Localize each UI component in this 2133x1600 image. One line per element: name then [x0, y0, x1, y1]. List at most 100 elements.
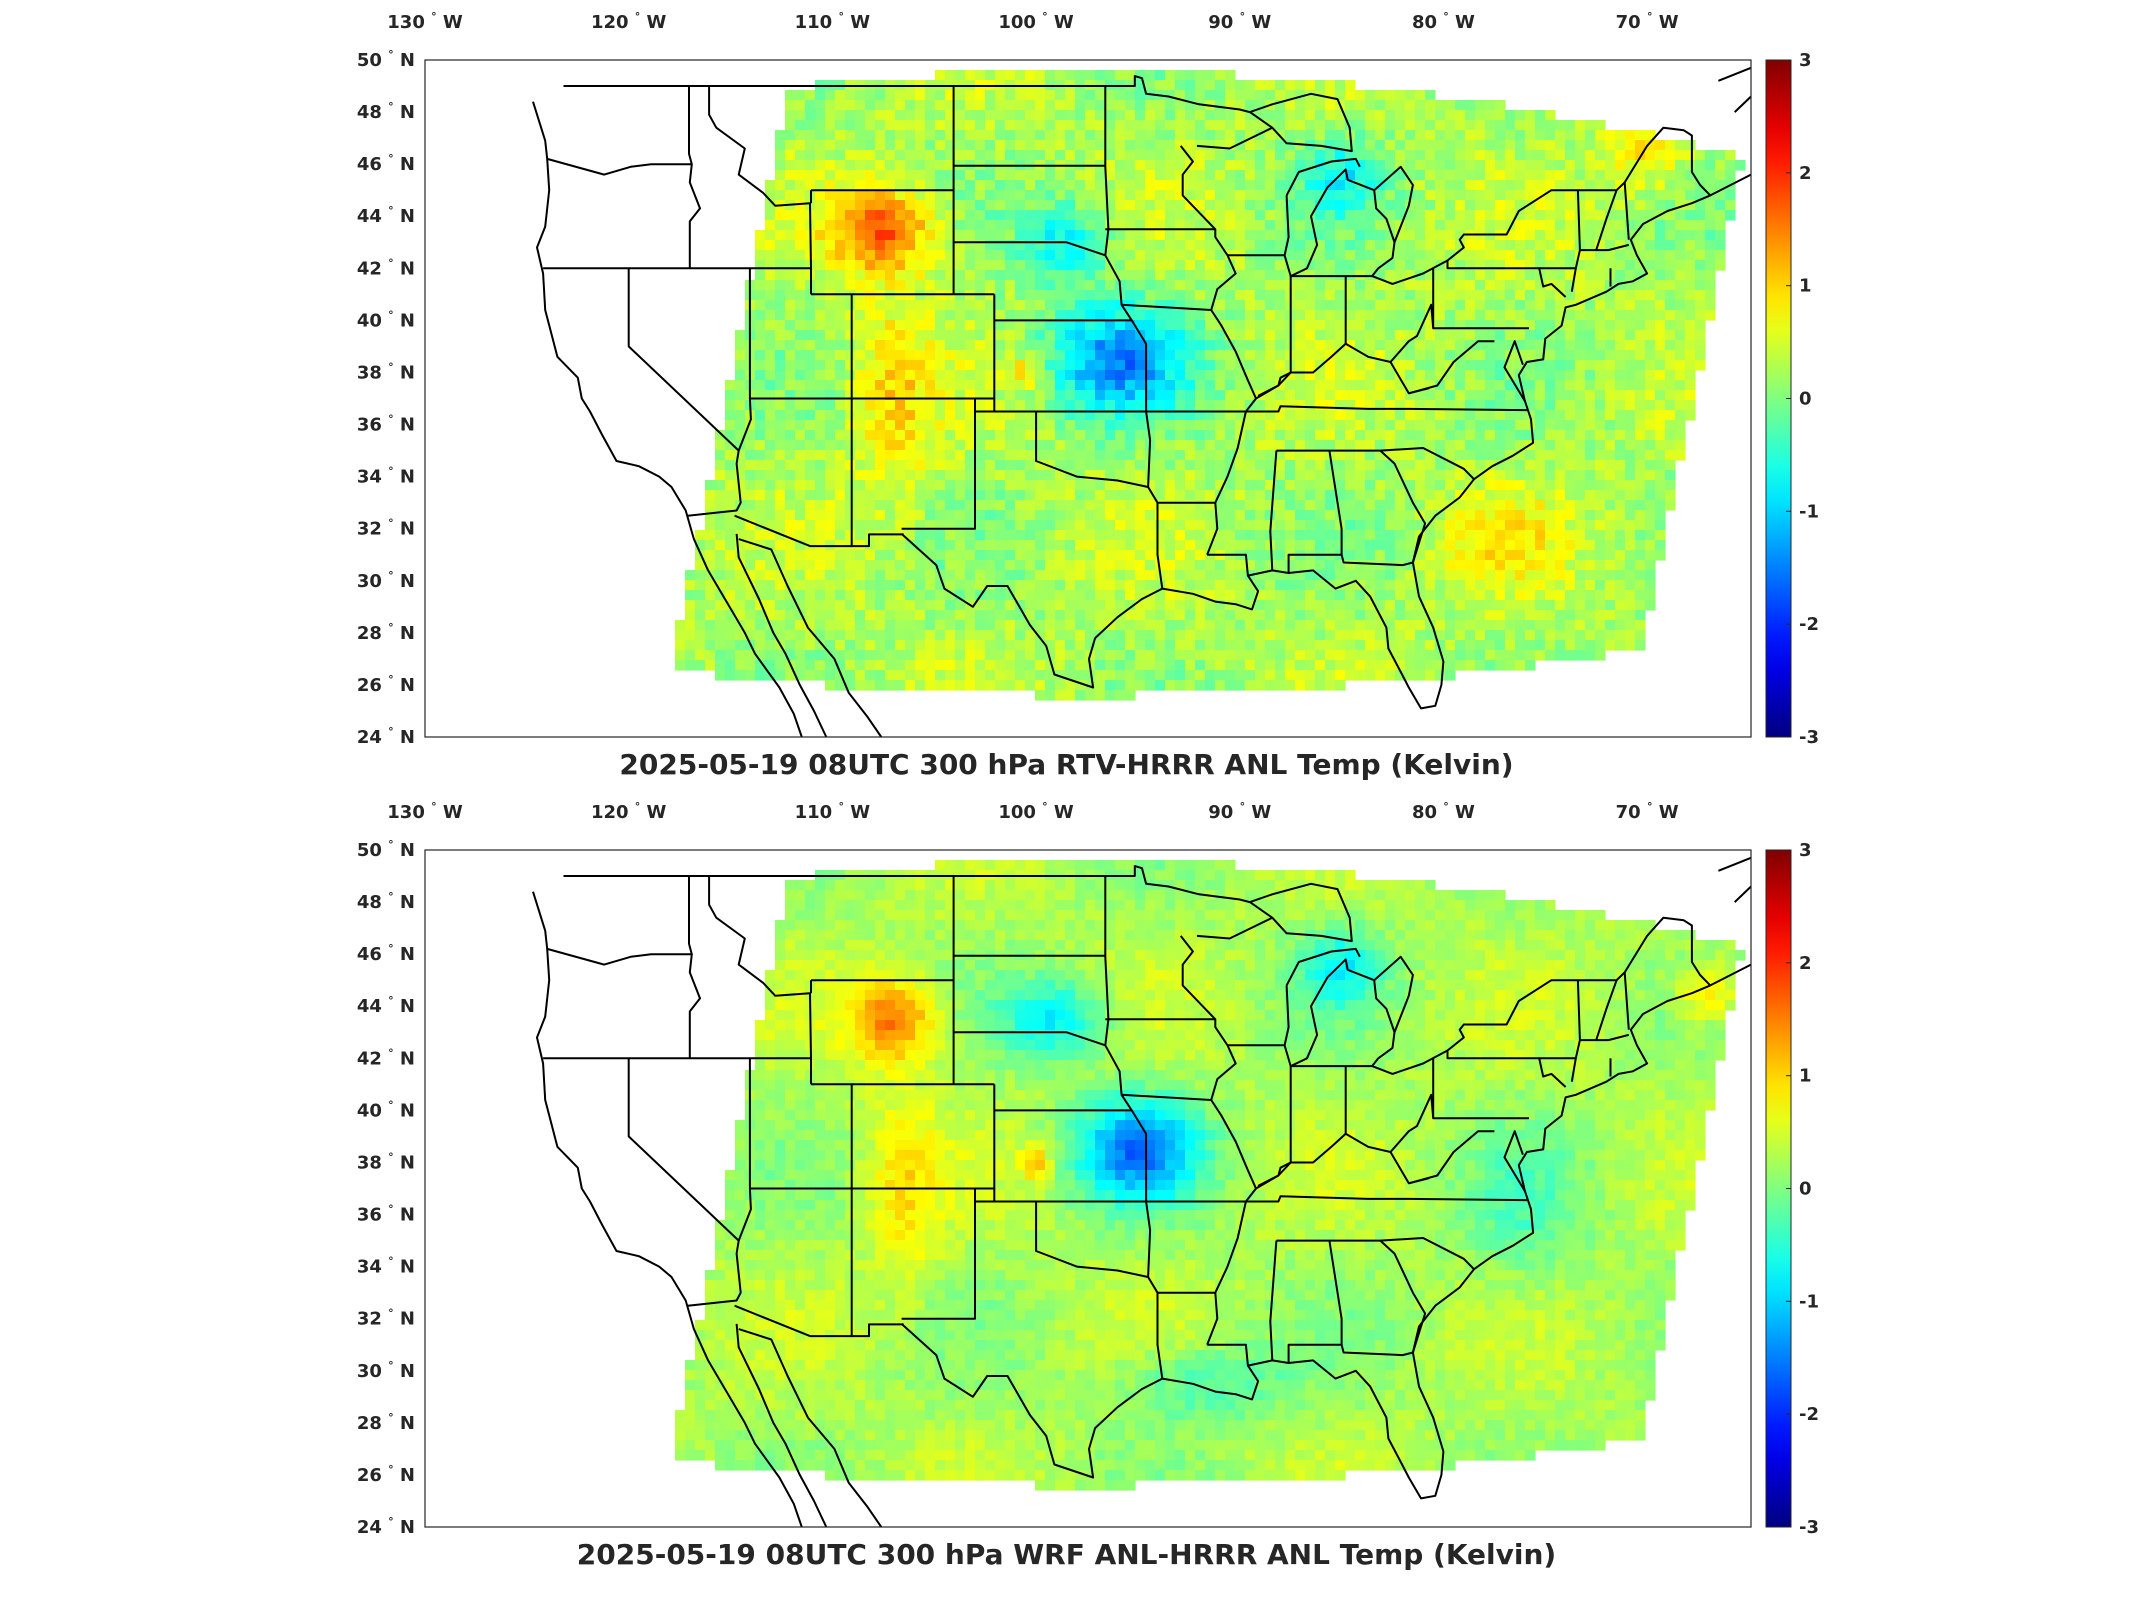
- latitude-tick-label: 50 ° N: [357, 838, 415, 861]
- border-line: [1257, 342, 1430, 397]
- colorbar-tick-label: -1: [1799, 1291, 1819, 1312]
- border-line: [1269, 450, 1278, 571]
- border-line: [1408, 340, 1495, 395]
- border-line: [1408, 1130, 1495, 1185]
- latitude-tick-label: 48 ° N: [357, 100, 415, 123]
- border-line: [1709, 963, 1752, 987]
- border-line: [737, 1058, 752, 1241]
- border-line: [1146, 1200, 1247, 1294]
- map-axes-frame: [424, 59, 1752, 738]
- longitude-tick-label: 110 ° W: [795, 800, 871, 823]
- border-line: [1340, 1344, 1414, 1357]
- border-line: [1718, 66, 1752, 82]
- colorbar-tick-label: 0: [1799, 389, 1812, 410]
- map-axes-frame: [424, 849, 1752, 1528]
- latitude-tick-label: 24 ° N: [357, 1515, 415, 1538]
- latitude-tick-label: 42 ° N: [357, 1046, 415, 1069]
- border-line: [546, 947, 701, 1059]
- longitude-tick-label: 120 ° W: [591, 10, 667, 33]
- colorbar-tick-label: 1: [1799, 276, 1812, 297]
- border-line: [1145, 411, 1152, 488]
- border-line: [532, 891, 803, 1528]
- latitude-tick-label: 38 ° N: [357, 1150, 415, 1173]
- border-line: [708, 86, 812, 269]
- border-line: [1283, 168, 1448, 285]
- latitude-tick-label: 44 ° N: [357, 204, 415, 227]
- border-line: [1146, 410, 1247, 504]
- border-line: [953, 1031, 1106, 1047]
- border-line: [1446, 189, 1578, 262]
- border-line: [1285, 157, 1361, 196]
- border-line: [737, 268, 752, 451]
- latitude-tick-label: 32 ° N: [357, 1307, 415, 1330]
- border-line: [1623, 182, 1630, 240]
- longitude-tick-label: 90 ° W: [1208, 10, 1271, 33]
- longitude-tick-label: 110 ° W: [795, 10, 871, 33]
- border-line: [1287, 1240, 1343, 1363]
- border-line: [563, 865, 1251, 904]
- border-line: [688, 86, 693, 165]
- border-line: [1104, 86, 1110, 256]
- border-line: [1196, 916, 1273, 940]
- colorbar-tick-label: 1: [1799, 1066, 1812, 1087]
- border-line: [735, 1323, 828, 1528]
- border-line: [1245, 405, 1527, 413]
- border-line: [1734, 885, 1752, 903]
- longitude-tick-label: 80 ° W: [1412, 10, 1475, 33]
- border-line: [1446, 260, 1567, 298]
- border-line: [738, 1328, 883, 1528]
- map-panel-top: 130 ° W 120 ° W 110 ° W 100 ° W 90 ° W 80 ° W…: [357, 10, 1819, 748]
- state-borders-and-coastlines: [532, 856, 1752, 1528]
- longitude-tick-label: 90 ° W: [1208, 800, 1271, 823]
- border-line: [1411, 194, 1711, 563]
- longitude-tick-label: 100 ° W: [998, 800, 1074, 823]
- latitude-tick-label: 48 ° N: [357, 890, 415, 913]
- longitude-tick-label: 80 ° W: [1412, 800, 1475, 823]
- border-line: [1340, 554, 1414, 567]
- border-line: [1570, 1058, 1577, 1082]
- border-line: [688, 876, 693, 955]
- border-line: [738, 538, 883, 738]
- longitude-tick-label: 70 ° W: [1616, 800, 1679, 823]
- border-line: [1379, 1239, 1427, 1353]
- latitude-tick-label: 50 ° N: [357, 48, 415, 71]
- border-line: [1283, 958, 1448, 1075]
- border-line: [1156, 502, 1164, 589]
- colorbar-tick-label: 3: [1799, 50, 1812, 71]
- border-line: [900, 1323, 1163, 1479]
- border-line: [1446, 1050, 1567, 1088]
- border-line: [1156, 1292, 1164, 1379]
- border-line: [1576, 126, 1712, 251]
- border-line: [1446, 979, 1578, 1052]
- border-line: [1196, 126, 1273, 150]
- colorbar-tick-label: -3: [1799, 727, 1819, 748]
- colorbar-tick-label: -2: [1799, 614, 1819, 635]
- border-line: [1734, 95, 1752, 113]
- colorbar-tick-label: 0: [1799, 1179, 1812, 1200]
- border-line: [1179, 145, 1217, 230]
- map-bottom-svg: 130 ° W 120 ° W 110 ° W 100 ° W 90 ° W 80 ° W…: [357, 800, 1819, 1538]
- colorbar-tick-label: -1: [1799, 501, 1819, 522]
- latitude-tick-label: 30 ° N: [357, 1359, 415, 1382]
- map-title-bottom: 2025-05-19 08UTC 300 hPa WRF ANL-HRRR AN…: [576, 1538, 1557, 1571]
- border-line: [546, 157, 701, 269]
- colorbar-tick-label: 2: [1799, 163, 1812, 184]
- map-title-top: 2025-05-19 08UTC 300 hPa RTV-HRRR ANL Te…: [619, 748, 1514, 781]
- border-line: [1285, 947, 1361, 986]
- latitude-tick-label: 28 ° N: [357, 1411, 415, 1434]
- border-line: [627, 268, 742, 517]
- latitude-tick-label: 26 ° N: [357, 673, 415, 696]
- border-line: [1104, 1044, 1148, 1202]
- longitude-tick-label: 100 ° W: [998, 10, 1074, 33]
- latitude-tick-label: 26 ° N: [357, 1463, 415, 1486]
- border-line: [1179, 935, 1217, 1020]
- border-line: [1207, 1343, 1445, 1500]
- latitude-tick-label: 44 ° N: [357, 994, 415, 1017]
- border-line: [734, 514, 904, 548]
- temperature-difference-field: [675, 860, 1746, 1491]
- border-line: [1162, 1365, 1260, 1401]
- border-line: [1206, 502, 1219, 556]
- latitude-tick-label: 34 ° N: [357, 1255, 415, 1278]
- border-line: [627, 1058, 742, 1307]
- latitude-tick-label: 36 ° N: [357, 413, 415, 436]
